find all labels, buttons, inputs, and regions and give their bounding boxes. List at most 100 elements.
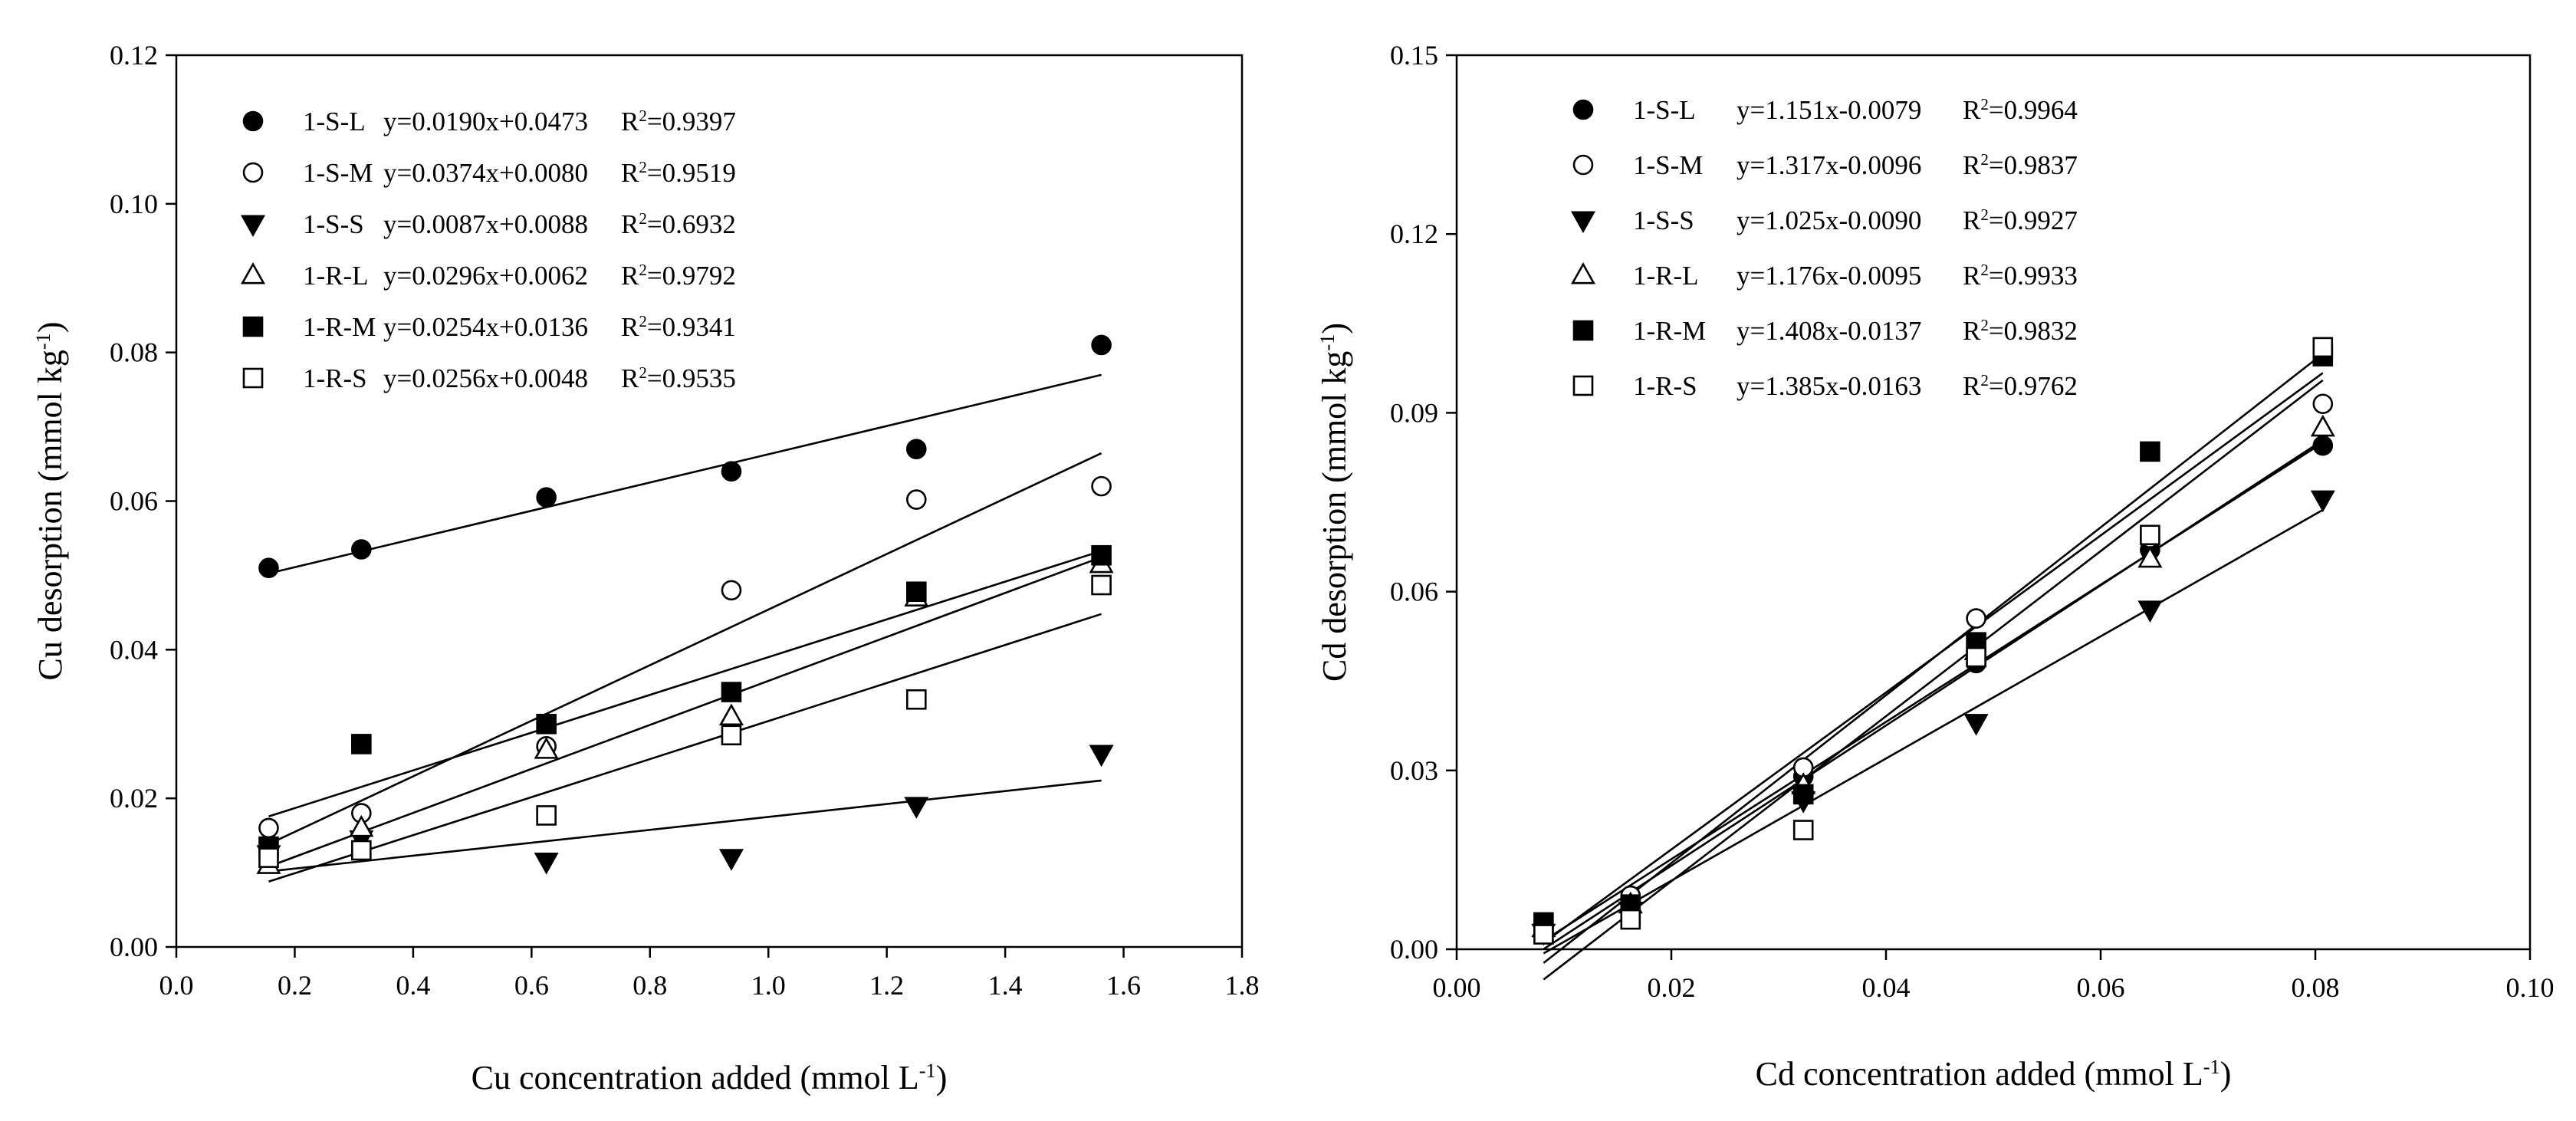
data-point [2137,600,2163,623]
superscript: 2 [1980,261,1989,279]
data-point [536,805,557,826]
data-point [1966,608,1986,629]
data-point [718,703,744,726]
legend-item: 1-R-M y=1.408x-0.0137 R2=0.9832 [1572,316,2078,346]
data-point [351,734,372,754]
text-span: R [1963,150,1981,180]
legend-equation: y=1.385x-0.0163 [1737,371,1921,401]
text-span: =0.9519 [647,158,736,188]
superscript: -1 [919,1059,936,1082]
legend-item: 1-S-S y=0.0087x+0.0088 R2=0.6932 [240,209,736,239]
superscript: -1 [2203,1055,2220,1078]
legend-series-name: 1-R-S [303,363,367,393]
legend-equation: y=0.0190x+0.0473 [383,107,588,136]
text-span: R [1963,371,1981,401]
open-circle-marker [1572,154,1594,176]
fit-line-1-r-l [1543,439,2324,950]
y-tick-label: 0.02 [110,783,158,814]
y-tick-label: 0.06 [110,486,158,517]
fit-line-1-s-s [1543,508,2324,955]
superscript: 2 [639,312,647,330]
legend-item: 1-S-L y=0.0190x+0.0473 R2=0.9397 [242,107,736,136]
fit-line-1-r-m [1543,353,2324,964]
legend-item: 1-S-L y=1.151x-0.0079 R2=0.9964 [1572,95,2078,125]
superscript: 2 [639,261,647,279]
legend-equation: y=1.317x-0.0096 [1737,150,1921,180]
text-span: R [1963,95,1981,125]
data-point [1620,909,1641,930]
y-tick-label: 0.15 [1390,40,1438,71]
y-tick-label: 0.00 [110,932,158,962]
legend-r-squared: R2=0.9341 [621,312,736,342]
data-point [349,814,374,837]
text-span: R [1963,316,1981,346]
y-tick-label: 0.12 [1390,219,1438,249]
legend-r-squared: R2=0.9837 [1963,150,2078,180]
legend-equation: y=0.0374x+0.0080 [383,158,588,188]
legend-r-squared: R2=0.9762 [1963,371,2078,401]
legend-item: 1-S-M y=1.317x-0.0096 R2=0.9837 [1572,150,2078,180]
legend-r-squared: R2=0.9519 [621,158,736,188]
legend-r-squared: R2=0.9964 [1963,95,2078,125]
data-point [904,797,929,819]
plot-frame [1455,54,2532,951]
text-span: R [621,363,639,393]
data-point [351,539,372,560]
text-span: =0.9792 [647,261,736,291]
superscript: 2 [639,107,647,125]
y-axis-title: Cu desorption (mmol kg-1) [31,321,69,680]
series-1-r-s [258,574,1112,868]
superscript: 2 [1980,95,1989,113]
legend-equation: y=0.0256x+0.0048 [383,363,588,393]
open-square-marker [1572,375,1594,396]
data-point [718,849,744,871]
superscript: 2 [1980,150,1989,169]
superscript: 2 [1980,205,1989,224]
data-point [1792,820,1814,840]
x-tick-label: 0.04 [1862,972,1911,1003]
text-span: Cd desorption (mmol kg [1316,351,1353,682]
data-points [256,334,1114,875]
text-span: ) [936,1059,948,1096]
y-axis-title: Cd desorption (mmol kg-1) [1316,323,1353,682]
open-square-marker [242,367,264,389]
text-span: =0.9964 [1989,95,2078,125]
text-span: Cd concentration added (mmol L [1756,1055,2203,1093]
data-point [2140,441,2160,462]
data-point [258,847,279,868]
data-point [536,713,557,735]
y-tick-label: 0.12 [110,40,158,71]
series-1-s-s [1531,490,2335,946]
legend-item: 1-R-L y=1.176x-0.0095 R2=0.9933 [1570,261,2078,291]
text-span: Cu desorption (mmol kg [31,350,69,680]
legend-series-name: 1-R-M [1633,316,1706,346]
legend-series-name: 1-R-M [303,312,376,342]
x-tick-label: 0.02 [1648,972,1696,1003]
fit-line-1-r-s [1543,379,2324,981]
filled-triangle-down-marker [240,215,266,238]
legend-series-name: 1-R-L [303,261,369,291]
legend-item: 1-R-L y=0.0296x+0.0062 R2=0.9792 [240,261,736,291]
fit-line-1-r-m [268,550,1102,818]
x-tick-label: 0.0 [159,970,194,1001]
text-span: =0.9832 [1989,316,2078,346]
y-axis: 0.00 0.03 0.06 0.09 0.12 0.15 [1390,40,1457,965]
data-point [1792,784,1814,805]
legend-r-squared: R2=0.9927 [1963,205,2078,235]
fit-line-1-s-s [268,779,1102,873]
data-point [534,737,559,759]
filled-circle-marker [242,110,264,132]
legend-series-name: 1-R-L [1633,261,1699,291]
x-tick-label: 0.2 [278,970,312,1001]
superscript: 2 [1980,316,1989,334]
filled-circle-marker [1572,99,1594,120]
text-span: =0.9933 [1989,261,2078,291]
data-point [721,461,742,482]
fit-line-1-r-l [268,556,1102,868]
data-point [534,853,559,875]
data-point [536,487,557,508]
superscript: -1 [1316,334,1339,351]
series-1-s-s [256,745,1114,875]
data-point [2140,524,2160,546]
